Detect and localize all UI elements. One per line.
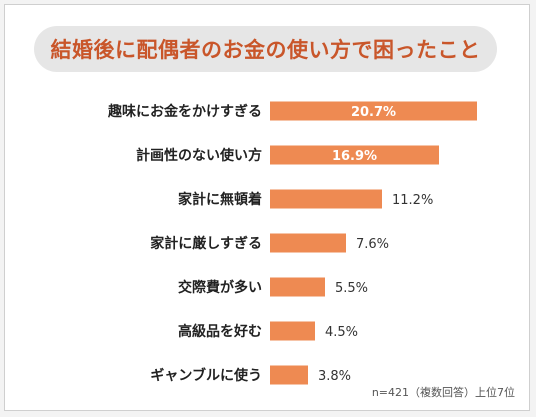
bar	[270, 101, 477, 121]
chart-card: 結婚後に配偶者のお金の使い方で困ったこと n=421（複数回答）上位7位	[4, 4, 530, 411]
bar	[270, 145, 439, 165]
category-label: 家計に厳しすぎる	[150, 235, 262, 252]
footnote: n=421（複数回答）上位7位	[371, 386, 515, 399]
value-label: 20.7%	[351, 105, 396, 120]
category-label: 交際費が多い	[178, 279, 262, 296]
title-pill: 結婚後に配偶者のお金の使い方で困ったこと	[34, 26, 497, 72]
chart-title: 結婚後に配偶者のお金の使い方で困ったこと	[50, 38, 481, 62]
category-label: 趣味にお金をかけすぎる	[107, 103, 262, 120]
category-label: 高級品を好む	[178, 323, 262, 340]
bar	[270, 365, 308, 385]
bar	[270, 189, 382, 209]
category-label: ギャンブルに使う	[150, 367, 262, 384]
bar	[270, 233, 346, 253]
category-label: 計画性のない使い方	[136, 147, 262, 164]
bar	[270, 277, 325, 297]
value-label: 16.9%	[332, 149, 377, 164]
value-label: 11.2%	[392, 193, 433, 208]
category-label: 家計に無頓着	[178, 191, 262, 208]
value-label: 7.6%	[356, 237, 389, 252]
bar	[270, 321, 315, 341]
value-label: 4.5%	[325, 325, 358, 340]
value-label: 5.5%	[335, 281, 368, 296]
value-label: 3.8%	[318, 369, 351, 384]
